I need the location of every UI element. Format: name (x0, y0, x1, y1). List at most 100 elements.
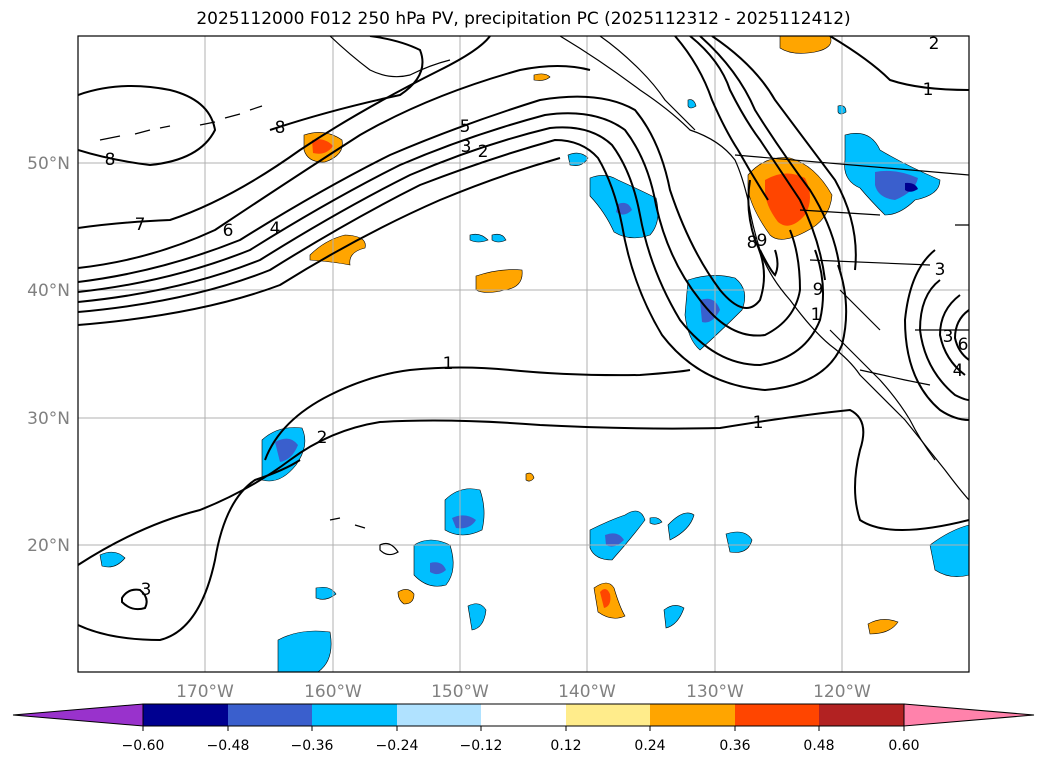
colorbar-segment (312, 704, 397, 726)
lon-label-140w: 140°W (558, 682, 616, 702)
contour-label: 3 (141, 580, 152, 600)
colorbar-tick-label: −0.60 (122, 738, 165, 754)
colorbar-extend-high (903, 703, 1035, 727)
pv-contour-1-low (78, 459, 301, 642)
precip-negative-region (469, 233, 489, 243)
contour-label: 1 (811, 305, 822, 325)
pv-contour-east-4 (903, 249, 969, 421)
precip-negative-region (277, 630, 332, 672)
contour-label: 3 (943, 327, 954, 347)
precip-positive-region (475, 269, 523, 293)
precip-negative-region (99, 551, 126, 568)
contour-label: 8 (105, 150, 116, 170)
pv-contour-east-1 (918, 279, 969, 401)
colorbar-segment (143, 704, 228, 726)
coastline-baja (829, 329, 936, 461)
colorbar-extend-low (12, 703, 144, 727)
lon-label-150w: 150°W (431, 682, 489, 702)
colorbar-segment (566, 704, 650, 726)
pv-contour-2 (78, 138, 848, 392)
border-us-mexico (859, 369, 931, 386)
precip-negative-region (444, 488, 485, 536)
precip-negative-region (315, 586, 337, 600)
pv-contour-east-3 (953, 309, 969, 361)
precip-negative-core (430, 562, 446, 575)
pv-contour-6 (78, 65, 591, 269)
colorbar-tick-labels: −0.60 −0.48 −0.36 −0.24 −0.12 0.12 0.24 … (122, 738, 920, 754)
map-frame-background (78, 36, 969, 672)
map-border (77, 35, 970, 673)
precip-negative-core (875, 170, 918, 200)
contour-label: 4 (953, 361, 964, 381)
contour-label: 2 (478, 142, 489, 162)
pv-contour-ridge-d (674, 36, 769, 201)
colorbar-tick-label: −0.36 (291, 738, 334, 754)
lon-label-160w: 160°W (304, 682, 362, 702)
coastline-canada-islands (599, 36, 696, 131)
pv-contour-3-ring (121, 588, 148, 611)
colorbar-tick-label: 0.24 (634, 738, 665, 754)
colorbar-tick-label: −0.24 (376, 738, 419, 754)
precip-negative-core (605, 533, 624, 547)
coastline-north-america (559, 36, 969, 501)
contour-label: 6 (223, 221, 234, 241)
precip-negative-region (929, 524, 969, 577)
colorbar-tick-label: −0.12 (460, 738, 503, 754)
pv-contour-4 (78, 112, 802, 337)
colorbar-segment (735, 704, 819, 726)
coastline-aleutians (99, 105, 263, 141)
contour-label: 7 (135, 215, 146, 235)
pv-contour-east-2 (938, 294, 966, 376)
pv-contours (78, 36, 969, 642)
coastline-alaska (329, 36, 451, 78)
hawaii-islands (329, 517, 399, 556)
lon-label-120w: 120°W (813, 682, 871, 702)
pv-contour-3 (78, 126, 824, 367)
pv-contour-trough-inner (759, 249, 779, 277)
pv-contour-8-north (78, 85, 217, 167)
colorbar-ticks (142, 726, 905, 731)
pv-contour-5 (78, 95, 765, 309)
precip-positive-region (397, 589, 415, 605)
colorbar-tick-label: 0.48 (803, 738, 834, 754)
contour-label: 9 (757, 231, 768, 251)
pv-contour-2b (78, 157, 561, 326)
lat-label-50n: 50°N (27, 154, 70, 174)
colorbar-outline (142, 703, 905, 727)
pv-contour-ridge-b (699, 36, 841, 271)
precip-positive-region (779, 36, 832, 54)
colorbar-tick-label: −0.48 (207, 738, 250, 754)
contour-label: 8 (747, 233, 758, 253)
contour-label: 2 (929, 34, 940, 54)
border-states (799, 209, 969, 331)
lat-label-40n: 40°N (27, 281, 70, 301)
latitude-labels: 50°N 40°N 30°N 20°N (27, 154, 70, 556)
precip-negative-region (667, 512, 695, 541)
colorbar-segment (228, 704, 312, 726)
contour-label: 1 (923, 80, 934, 100)
map-title: 2025112000 F012 250 hPa PV, precipitatio… (196, 9, 851, 29)
precip-positive-region (867, 619, 899, 635)
colorbar-segment (650, 704, 735, 726)
contour-label: 3 (461, 137, 472, 157)
precip-negative-region (649, 517, 663, 525)
precip-negative-peak (905, 182, 918, 192)
precip-positive-core (765, 173, 810, 226)
contour-label: 3 (935, 260, 946, 280)
precip-negative-region (491, 233, 507, 243)
precip-negative-core (275, 438, 298, 462)
contour-label: 1 (443, 354, 454, 374)
pv-contour-1-mid (264, 366, 691, 461)
pv-contour-ridge-c (711, 36, 857, 271)
precip-positive-region (525, 472, 535, 482)
precip-positive-core (312, 139, 333, 154)
precip-negative-region (467, 603, 487, 631)
colorbar: −0.60 −0.48 −0.36 −0.24 −0.12 0.12 0.24 … (12, 703, 1035, 754)
precip-negative-region (687, 99, 697, 109)
precip-negative-core (452, 515, 476, 529)
contour-label: 5 (460, 117, 471, 137)
contour-label: 9 (813, 280, 824, 300)
colorbar-segment (481, 704, 566, 726)
longitude-labels: 170°W 160°W 150°W 140°W 130°W 120°W (176, 682, 871, 702)
